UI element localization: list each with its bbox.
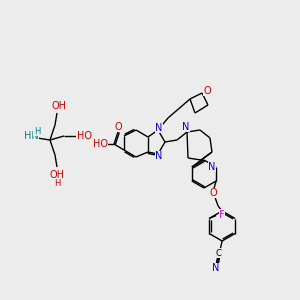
Text: N: N bbox=[155, 151, 163, 161]
Text: O: O bbox=[114, 122, 122, 132]
Text: N: N bbox=[212, 263, 220, 273]
Text: OH: OH bbox=[50, 170, 64, 180]
Text: O: O bbox=[203, 86, 211, 96]
Text: HO: HO bbox=[76, 131, 92, 141]
Text: HN: HN bbox=[24, 131, 38, 141]
Text: O: O bbox=[209, 188, 217, 198]
Text: OH: OH bbox=[52, 101, 67, 111]
Text: F: F bbox=[219, 209, 225, 220]
Text: N: N bbox=[155, 123, 163, 133]
Text: H: H bbox=[54, 178, 60, 188]
Text: N: N bbox=[208, 162, 216, 172]
Text: HO: HO bbox=[92, 139, 107, 149]
Text: C: C bbox=[215, 248, 221, 257]
Text: H: H bbox=[34, 127, 40, 136]
Text: N: N bbox=[182, 122, 190, 132]
